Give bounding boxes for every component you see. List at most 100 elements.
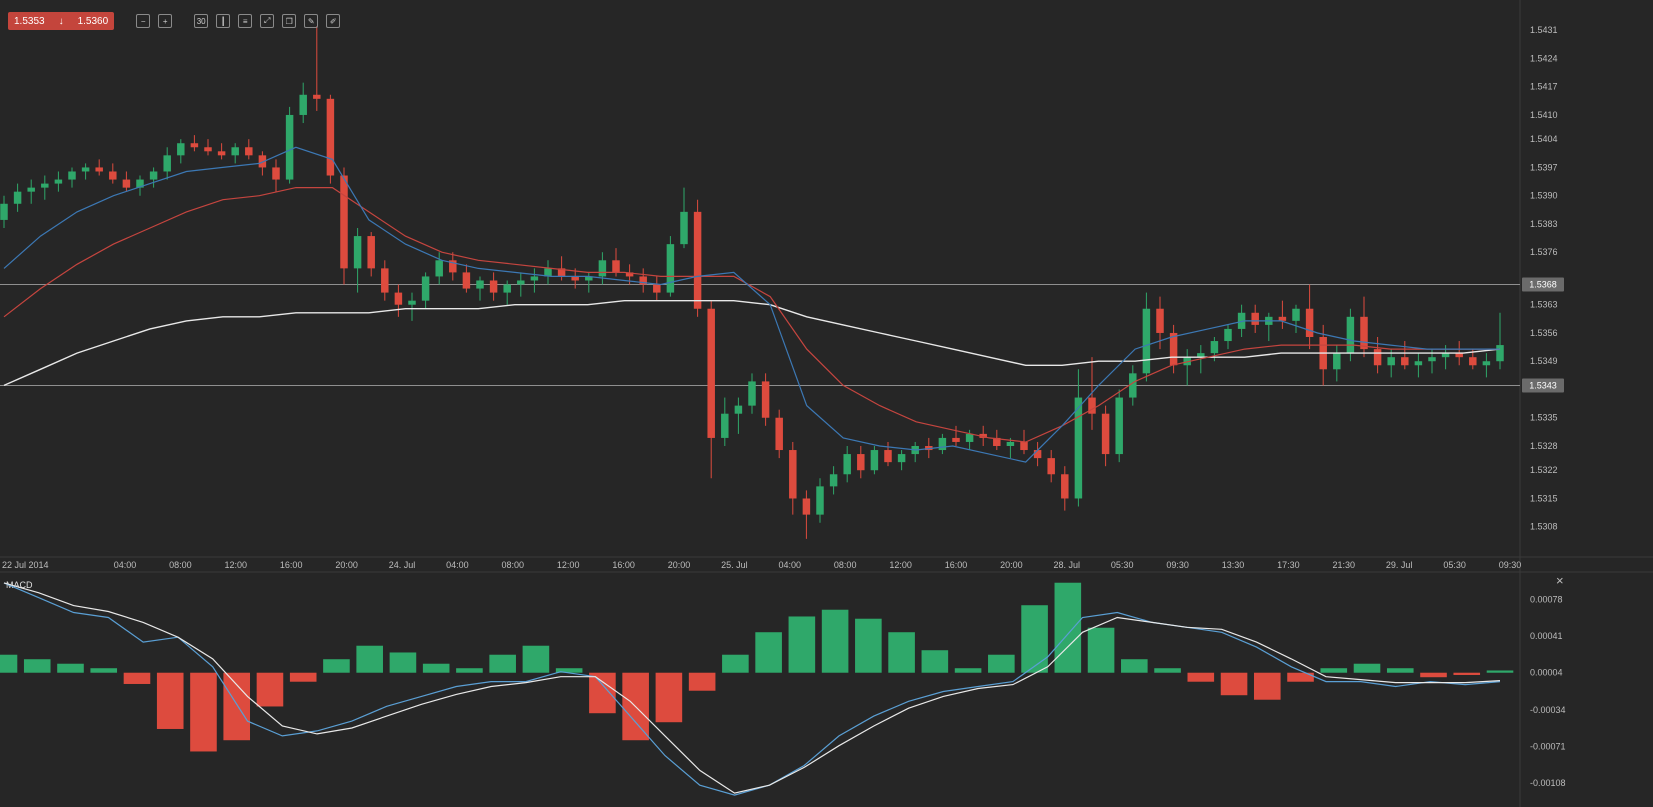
candle-body — [149, 171, 158, 180]
candle-body — [0, 203, 8, 220]
macd-histogram-bar — [1154, 668, 1181, 673]
candle-body — [1006, 441, 1015, 446]
price-tick-label: 1.5315 — [1530, 493, 1558, 503]
time-tick-label: 04:00 — [114, 560, 137, 570]
candle-body — [884, 450, 892, 463]
candle-body — [993, 437, 1001, 446]
candle-body — [1496, 345, 1504, 362]
price-level-label: 1.5343 — [1529, 380, 1557, 390]
time-tick-label: 29. Jul — [1386, 560, 1413, 570]
macd-close-icon: × — [1556, 573, 1564, 588]
time-tick-label: 04:00 — [779, 560, 802, 570]
time-tick-label: 16:00 — [945, 560, 968, 570]
candle-body — [462, 272, 471, 289]
time-tick-label: 20:00 — [1000, 560, 1023, 570]
chart-toolbar: 1.5353 ↓ 1.5360 − +30 ┃ ≡ ⤢ ❐ ✎ ✐ — [8, 12, 341, 30]
candle-body — [489, 280, 498, 293]
price-level-label: 1.5368 — [1529, 280, 1557, 290]
time-tick-label: 25. Jul — [721, 560, 748, 570]
candle-body — [340, 175, 348, 269]
time-tick-label: 08:00 — [502, 560, 525, 570]
candle-body — [408, 300, 416, 305]
candle-body — [1210, 341, 1219, 354]
candle-body — [163, 155, 171, 172]
candle-body — [231, 147, 239, 156]
macd-histogram-bar — [90, 668, 118, 673]
indicators-icon[interactable]: ≡ — [238, 14, 253, 28]
time-tick-label: 09:30 — [1166, 560, 1189, 570]
candle-body — [1278, 316, 1287, 321]
time-tick-label: 24. Jul — [389, 560, 416, 570]
candle-body — [1387, 357, 1395, 366]
macd-histogram-bar — [456, 668, 483, 673]
macd-histogram-bar — [389, 652, 417, 673]
candle-body — [1373, 349, 1382, 366]
price-tick-label: 1.5335 — [1530, 413, 1558, 423]
candle-body — [639, 276, 647, 285]
candle-body — [1197, 353, 1205, 358]
zoom-in-icon[interactable]: + — [158, 14, 173, 28]
macd-histogram-bar — [988, 654, 1015, 673]
timeframe-button[interactable]: 30 — [194, 14, 209, 28]
macd-histogram-bar — [954, 668, 982, 673]
fullscreen-icon[interactable]: ⤢ — [260, 14, 275, 28]
copy-icon[interactable]: ❐ — [282, 14, 297, 28]
candle-body — [313, 94, 321, 99]
time-tick-label: 08:00 — [169, 560, 192, 570]
candle-body — [1101, 413, 1110, 455]
candlestick-type-icon[interactable]: ┃ — [216, 14, 231, 28]
time-tick-label: 05:30 — [1111, 560, 1134, 570]
long-moving-average-line — [3, 300, 1501, 387]
candle-body — [81, 167, 90, 172]
candle-body — [1088, 397, 1096, 414]
price-tick-label: 1.5328 — [1530, 441, 1558, 451]
candle-body — [693, 211, 702, 309]
candle-body — [680, 211, 688, 245]
macd-tick-label: 0.00041 — [1530, 631, 1563, 641]
candle-body — [326, 98, 335, 176]
macd-histogram-bar — [1386, 668, 1414, 673]
candle-body — [381, 268, 389, 293]
macd-histogram-bar — [1121, 659, 1148, 673]
price-quote-box[interactable]: 1.5353 ↓ 1.5360 — [8, 12, 115, 30]
candle-body — [544, 268, 552, 277]
candle-body — [938, 437, 947, 451]
macd-histogram-bar — [256, 672, 284, 707]
zoom-out-icon[interactable]: − — [136, 14, 151, 28]
candle-body — [829, 474, 838, 487]
candle-body — [1115, 397, 1123, 455]
candle-body — [1333, 353, 1341, 370]
candle-body — [1428, 357, 1436, 362]
candle-body — [761, 381, 770, 418]
macd-histogram-bar — [755, 632, 782, 673]
candle-body — [136, 179, 144, 188]
draw-icon[interactable]: ✐ — [326, 14, 341, 28]
down-arrow-icon: ↓ — [58, 15, 64, 27]
candle-body — [1074, 397, 1083, 499]
price-tick-label: 1.5363 — [1530, 300, 1558, 310]
macd-histogram-bar — [1187, 672, 1215, 682]
candle-body — [1224, 328, 1232, 342]
time-tick-label: 08:00 — [834, 560, 857, 570]
candle-body — [177, 143, 185, 156]
candle-body — [1020, 441, 1028, 451]
candle-body — [109, 171, 117, 180]
candle-body — [27, 187, 35, 192]
candle-body — [707, 308, 715, 438]
candle-body — [530, 276, 539, 281]
candle-body — [68, 171, 76, 180]
candle-body — [1292, 308, 1300, 321]
candle-body — [217, 151, 226, 156]
candle-body — [598, 260, 607, 277]
macd-histogram-bar — [555, 668, 583, 673]
macd-histogram-bar — [1054, 582, 1082, 673]
macd-histogram-bar — [1320, 668, 1348, 673]
candle-body — [612, 260, 620, 273]
macd-histogram-bar — [1453, 672, 1481, 675]
edit-icon[interactable]: ✎ — [304, 14, 319, 28]
price-tick-label: 1.5397 — [1530, 162, 1558, 172]
macd-histogram-bar — [0, 654, 18, 673]
candle-body — [721, 413, 729, 438]
